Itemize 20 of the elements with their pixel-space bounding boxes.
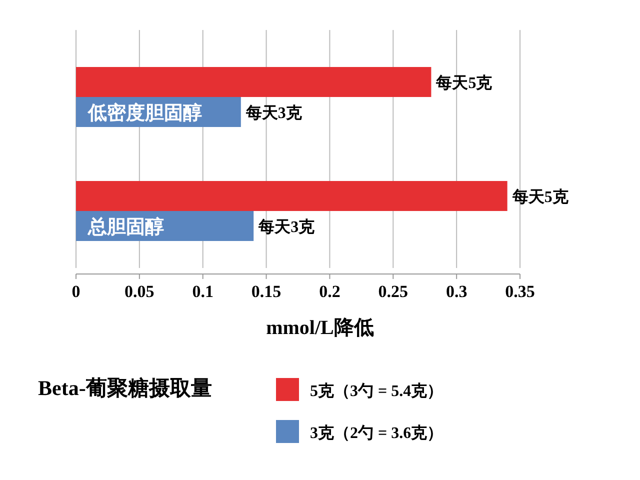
x-axis-title: mmol/L降低 (266, 317, 374, 339)
legend-title: Beta-葡聚糖摄取量 (38, 376, 212, 400)
y-tick-label: 总胆固醇 (87, 216, 164, 238)
data-label: 每天3克 (258, 218, 316, 236)
data-label: 每天5克 (511, 188, 570, 206)
x-tick-label: 0.3 (446, 282, 468, 301)
legend-label: 5克（3勺 = 5.4克） (310, 382, 444, 400)
legend-label: 3克（2勺 = 3.6克） (310, 424, 444, 442)
x-tick-label: 0.2 (319, 282, 340, 301)
y-tick-label: 低密度胆固醇 (87, 102, 202, 124)
bar (76, 181, 508, 211)
x-tick-label: 0.25 (378, 282, 408, 301)
data-label: 每天5克 (435, 74, 494, 92)
x-tick-label: 0.15 (251, 282, 282, 301)
bar (76, 67, 432, 97)
data-label: 每天3克 (244, 104, 303, 122)
x-tick-label: 0 (72, 282, 80, 301)
x-tick-label: 0.35 (505, 282, 535, 301)
x-tick-label: 0.05 (124, 282, 154, 301)
x-tick-label: 0.1 (192, 282, 214, 301)
